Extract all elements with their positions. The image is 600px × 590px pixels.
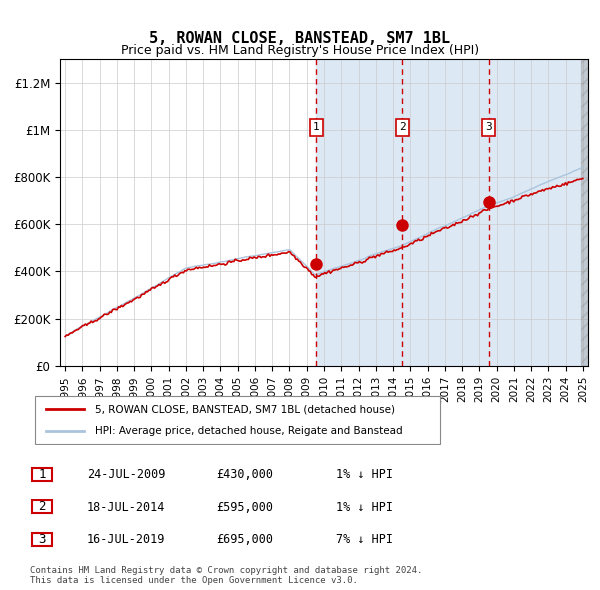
Text: £595,000: £595,000	[216, 501, 273, 514]
Text: 3: 3	[485, 123, 492, 132]
FancyBboxPatch shape	[32, 500, 52, 513]
Text: 2: 2	[399, 123, 406, 132]
Text: 16-JUL-2019: 16-JUL-2019	[87, 533, 166, 546]
Text: 18-JUL-2014: 18-JUL-2014	[87, 501, 166, 514]
Text: Contains HM Land Registry data © Crown copyright and database right 2024.
This d: Contains HM Land Registry data © Crown c…	[30, 566, 422, 585]
Bar	[581, 59, 592, 366]
Text: 3: 3	[38, 533, 46, 546]
Text: £695,000: £695,000	[216, 533, 273, 546]
Text: 1% ↓ HPI: 1% ↓ HPI	[336, 501, 393, 514]
Text: 1: 1	[313, 123, 320, 132]
Text: 2: 2	[38, 500, 46, 513]
FancyBboxPatch shape	[32, 533, 52, 546]
Text: £430,000: £430,000	[216, 468, 273, 481]
FancyBboxPatch shape	[35, 396, 440, 444]
Text: 1% ↓ HPI: 1% ↓ HPI	[336, 468, 393, 481]
Text: 5, ROWAN CLOSE, BANSTEAD, SM7 1BL (detached house): 5, ROWAN CLOSE, BANSTEAD, SM7 1BL (detac…	[95, 404, 395, 414]
Text: 7% ↓ HPI: 7% ↓ HPI	[336, 533, 393, 546]
FancyBboxPatch shape	[32, 468, 52, 481]
Text: 1: 1	[38, 468, 46, 481]
Text: 5, ROWAN CLOSE, BANSTEAD, SM7 1BL: 5, ROWAN CLOSE, BANSTEAD, SM7 1BL	[149, 31, 451, 46]
Text: Price paid vs. HM Land Registry's House Price Index (HPI): Price paid vs. HM Land Registry's House …	[121, 44, 479, 57]
Text: HPI: Average price, detached house, Reigate and Banstead: HPI: Average price, detached house, Reig…	[95, 427, 403, 437]
Text: 24-JUL-2009: 24-JUL-2009	[87, 468, 166, 481]
Bar	[316, 59, 592, 366]
